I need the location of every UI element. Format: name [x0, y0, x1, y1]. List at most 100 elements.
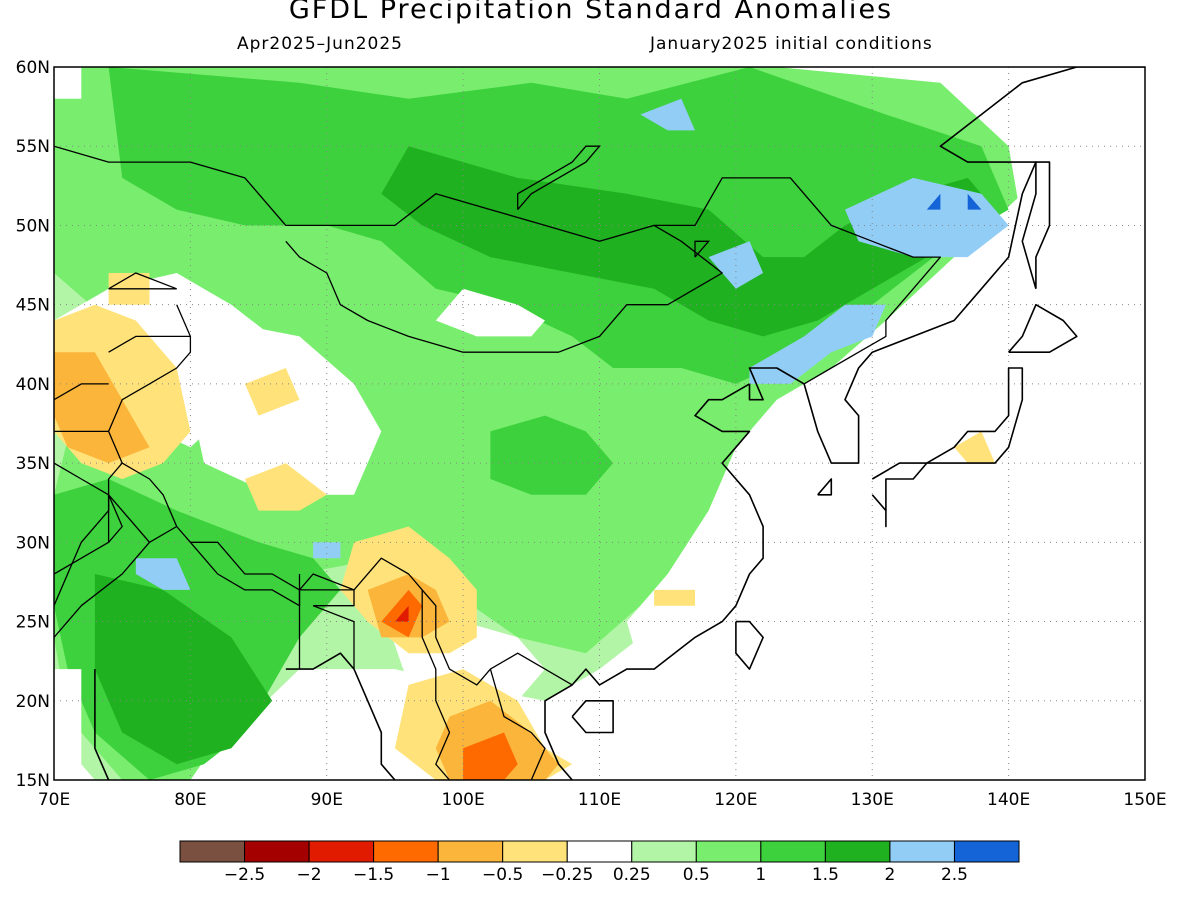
anomaly-region-blue-light	[313, 542, 341, 559]
anomaly-region-neg-light	[244, 463, 327, 511]
colorbar-swatch	[437, 840, 504, 863]
country-border	[108, 494, 178, 543]
longitude-tick-label: 130E	[851, 790, 894, 810]
latitude-tick-label: 40N	[16, 375, 50, 395]
coastline	[571, 699, 614, 734]
anomaly-region-neg-light	[954, 431, 995, 464]
country-border	[54, 145, 942, 385]
longitude-tick-label: 110E	[578, 790, 621, 810]
colorbar-label: 1.5	[812, 865, 839, 885]
coastline	[1007, 303, 1078, 354]
anomaly-region-neutral	[435, 288, 545, 337]
anomaly-region-blue-dark	[967, 193, 982, 210]
country-border	[107, 304, 192, 543]
anomaly-region-blue-light	[640, 98, 695, 131]
colorbar-swatch	[179, 840, 246, 863]
longitude-tick-label: 100E	[442, 790, 485, 810]
lake-outline	[108, 272, 177, 290]
colorbar-swatch	[695, 840, 762, 863]
colorbar-swatch	[566, 840, 633, 863]
anomaly-region-neg	[54, 352, 150, 464]
country-border	[312, 605, 355, 670]
country-border	[54, 541, 150, 638]
country-borders	[54, 145, 942, 780]
anomaly-region-blue-dark	[926, 193, 941, 210]
map-title: GFDL Precipitation Standard Anomalies	[288, 0, 894, 25]
longitude-labels: 70E 80E 90E 100E 110E 120E 130E 140E 150E	[38, 790, 1167, 810]
colorbar-label: 0.5	[683, 865, 710, 885]
latitude-labels: 15N 20N 25N 30N 35N 40N 45N 50N 55N 60N	[16, 58, 50, 791]
latitude-tick-label: 50N	[16, 216, 50, 236]
country-border	[190, 541, 573, 686]
coastline	[1021, 161, 1051, 290]
latitude-tick-label: 35N	[16, 454, 50, 474]
longitude-tick-label: 140E	[987, 790, 1030, 810]
coastline	[817, 478, 833, 496]
colorbar-swatch	[373, 840, 439, 863]
anomaly-region-green-mid	[490, 415, 614, 495]
anomaly-region-blue-light	[845, 177, 1009, 258]
colorbar-label: 0.25	[613, 865, 651, 885]
latitude-tick-label: 30N	[16, 533, 50, 553]
colorbar-label: 2.5	[941, 865, 968, 885]
country-border	[54, 383, 109, 401]
coastline	[871, 367, 1024, 528]
country-border	[489, 668, 546, 780]
colorbar-label: 2	[885, 865, 896, 885]
colorbar-swatch	[760, 840, 826, 863]
colorbar-swatch	[244, 840, 310, 863]
colorbar-swatch	[631, 840, 697, 863]
colorbar-label: −2	[297, 865, 322, 885]
anomaly-region-neutral	[763, 67, 1145, 780]
latitude-tick-label: 55N	[16, 137, 50, 157]
anomaly-region-neg-light	[654, 589, 695, 606]
colorbar-label: 1	[755, 865, 766, 885]
latitude-tick-label: 20N	[16, 692, 50, 712]
colorbar-swatch	[953, 840, 1020, 863]
country-border	[421, 589, 451, 780]
forecast-period: Apr2025–Jun2025	[237, 34, 403, 54]
anomaly-region-neutral	[54, 669, 82, 780]
colorbar-swatch	[889, 840, 955, 863]
latitude-tick-label: 15N	[16, 771, 50, 791]
colorbar-swatch	[308, 840, 375, 863]
lake-outline	[694, 240, 711, 258]
country-border	[299, 589, 355, 607]
colorbar-labels: −2.5 −2 −1.5 −1 −0.5 −0.25 0.25 0.5 1 1.5 2 2.5	[224, 865, 968, 885]
anomaly-region-blue-light	[749, 304, 886, 384]
colorbar	[179, 840, 1020, 863]
anomaly-region-neg-strong	[394, 605, 409, 622]
initial-conditions-label: January2025 initial conditions	[650, 34, 933, 54]
longitude-tick-label: 120E	[714, 790, 757, 810]
anomaly-region-neutral	[190, 320, 382, 495]
country-border	[108, 494, 123, 543]
anomaly-region-neg-light	[244, 368, 300, 416]
colorbar-label: −2.5	[224, 865, 265, 885]
anomaly-region-green-dark	[381, 146, 995, 337]
colorbar-label: −1	[426, 865, 451, 885]
country-border	[54, 462, 110, 575]
coastline	[735, 620, 764, 670]
anomaly-region-blue-light	[135, 558, 191, 590]
anomaly-region-green-dark	[94, 574, 273, 765]
map-frame	[53, 66, 1146, 781]
longitude-tick-label: 70E	[38, 790, 70, 810]
colorbar-swatch	[502, 840, 568, 863]
anomaly-region-neg-mid	[463, 732, 518, 780]
anomaly-fields	[54, 67, 1145, 780]
coastline	[748, 67, 1145, 464]
colorbar-label: −1.5	[353, 865, 394, 885]
longitude-tick-label: 80E	[174, 790, 206, 810]
colorbar-label: −0.25	[541, 865, 593, 885]
latitude-tick-label: 25N	[16, 613, 50, 633]
country-border	[54, 462, 123, 606]
longitude-tick-label: 90E	[311, 790, 343, 810]
lake-outline	[517, 145, 601, 211]
anomaly-region-neutral	[54, 67, 82, 99]
country-border	[108, 335, 191, 353]
country-border	[285, 224, 723, 353]
coastline	[285, 652, 396, 780]
colorbar-label: −0.5	[482, 865, 523, 885]
longitude-tick-label: 150E	[1123, 790, 1166, 810]
